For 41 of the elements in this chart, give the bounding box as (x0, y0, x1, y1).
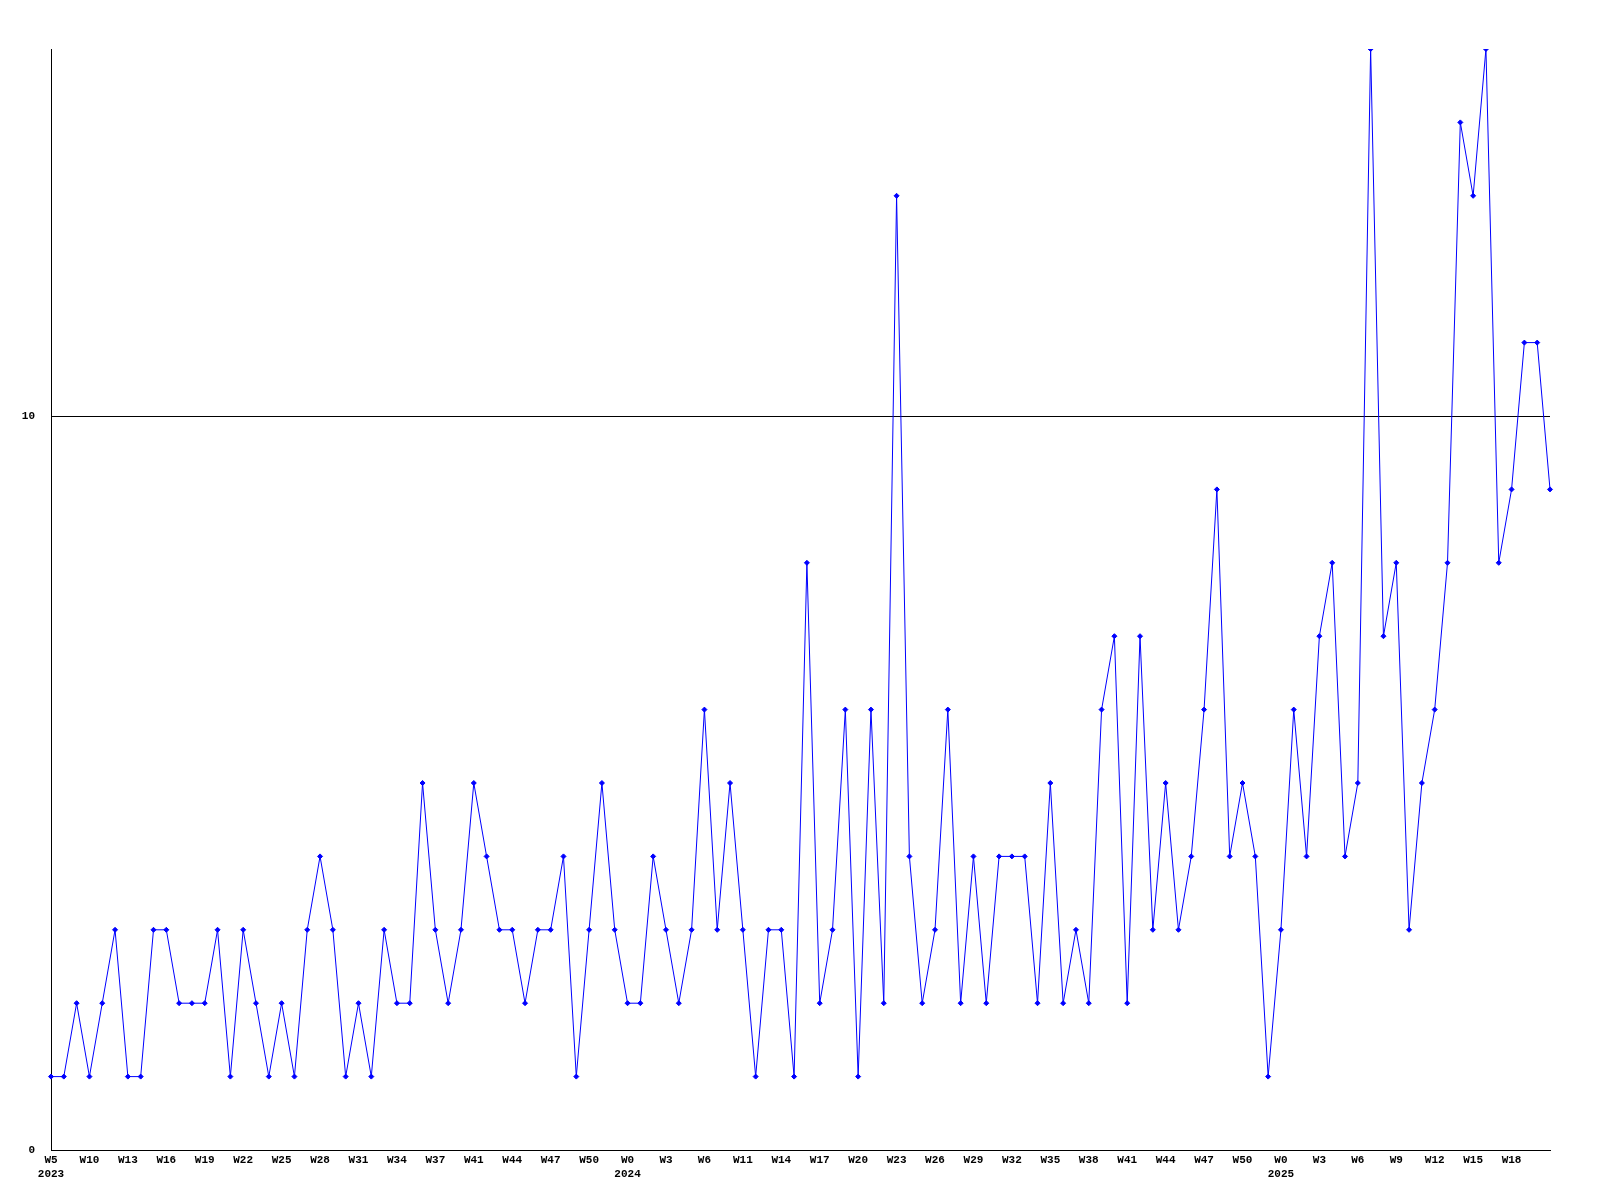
x-tick-label: W17 (809, 1154, 830, 1167)
x-tick-label: W20 (848, 1154, 869, 1167)
x-tick-label: W41 (463, 1154, 485, 1167)
x-tick-label: W23 (886, 1154, 907, 1167)
x-tick-label: W12 (1424, 1154, 1445, 1167)
x-tick-label: W41 (1117, 1154, 1138, 1167)
x-tick-label: W18 (1501, 1154, 1522, 1167)
x-tick-label: W31 (348, 1154, 369, 1167)
x-tick-label: W5 2023 (37, 1154, 65, 1180)
y-tick-label: 0 (28, 1143, 35, 1156)
x-tick-label: W16 (156, 1154, 177, 1167)
x-tick-label: W34 (387, 1154, 408, 1167)
x-tick-label: W26 (925, 1154, 945, 1167)
x-tick-label: W0 2024 (614, 1154, 642, 1180)
x-tick-label: W22 (233, 1154, 254, 1167)
x-tick-label: W19 (194, 1154, 215, 1167)
x-tick-label: W6 (697, 1154, 712, 1167)
x-tick-label: W50 (1232, 1154, 1253, 1167)
x-tick-label: W15 (1463, 1154, 1484, 1167)
x-tick-label: W44 (1155, 1154, 1176, 1167)
x-tick-label: W9 (1389, 1154, 1403, 1167)
x-tick-label: W3 (1312, 1154, 1327, 1167)
x-tick-label: W25 (271, 1154, 292, 1167)
x-tick-label: W28 (310, 1154, 331, 1167)
x-tick-label: W38 (1078, 1154, 1100, 1167)
x-tick-label: W47 (1194, 1154, 1214, 1167)
y-tick-label: 10 (21, 409, 35, 422)
x-tick-label: W50 (579, 1154, 600, 1167)
x-tick-label: W35 (1040, 1154, 1061, 1167)
x-tick-label: W11 (732, 1154, 754, 1167)
x-tick-label: W47 (540, 1154, 561, 1167)
x-tick-label: W3 (659, 1154, 673, 1167)
x-tick-label: W14 (771, 1154, 792, 1167)
x-tick-label: W10 (79, 1154, 100, 1167)
x-tick-label: W13 (117, 1154, 139, 1167)
x-tick-label: W44 (502, 1154, 523, 1167)
x-tick-label: W32 (1001, 1154, 1022, 1167)
x-tick-label: W6 (1351, 1154, 1365, 1167)
x-tick-label: W0 2025 (1267, 1154, 1295, 1180)
x-tick-label: W29 (963, 1154, 984, 1167)
x-tick-label: W37 (425, 1154, 446, 1167)
